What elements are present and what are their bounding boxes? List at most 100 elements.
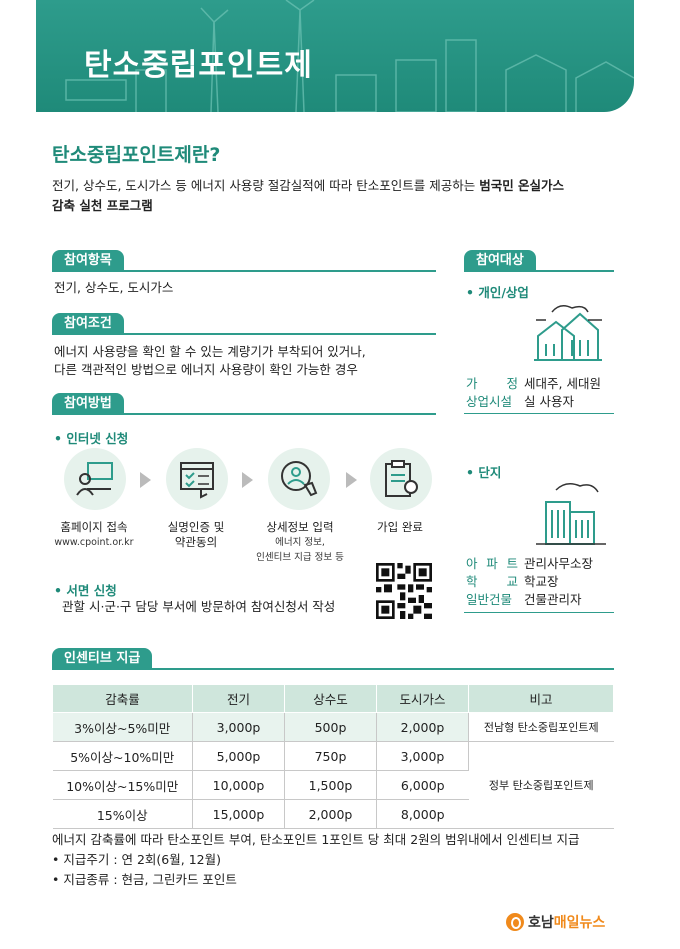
- step-2-circle: [166, 448, 228, 510]
- table-cell: 10%이상~15%미만: [52, 770, 193, 800]
- column-header: 전기: [192, 684, 285, 713]
- conditions-line: 에너지 사용량을 확인 할 수 있는 계량기가 부착되어 있거나,: [54, 344, 366, 359]
- step-sub: 인센티브 지급 정보 등: [256, 552, 344, 563]
- step-title: 상세정보 입력: [266, 520, 334, 534]
- step-4-label: 가입 완료: [354, 520, 446, 535]
- step-title: 홈페이지 접속: [60, 520, 128, 534]
- payment-type: • 지급종류 : 현금, 그린카드 포인트: [52, 872, 237, 887]
- table-cell: 1,500p: [284, 770, 377, 800]
- step-2-label: 실명인증 및 약관동의: [150, 520, 242, 550]
- step-arrow-icon: [140, 472, 151, 488]
- step-3-circle: [268, 448, 330, 510]
- table-cell: 6,000p: [376, 770, 469, 800]
- target-value: 학교장: [524, 574, 559, 589]
- section-items-header: 참여항목: [52, 250, 124, 272]
- target-key: 가 정: [466, 376, 518, 391]
- table-cell: 500p: [284, 712, 377, 742]
- intro-text-bold-2: 감축 실천 프로그램: [52, 198, 153, 213]
- qr-code-icon[interactable]: [376, 563, 432, 619]
- table-row: 10%이상~15%미만 10,000p 1,500p 6,000p: [52, 770, 614, 800]
- clipboard-medal-icon: [385, 460, 418, 497]
- houses-icon: [534, 305, 602, 361]
- user-search-icon: [281, 461, 318, 497]
- individual-table: 가 정 세대주, 세대원 상업시설 실 사용자: [466, 375, 601, 411]
- target-key: 상업시설: [466, 394, 513, 409]
- conditions-text: 에너지 사용량을 확인 할 수 있는 계량기가 부착되어 있거나, 다른 객관적…: [54, 343, 366, 379]
- column-header: 비고: [468, 684, 614, 713]
- intro-title: 탄소중립포인트제란?: [52, 144, 221, 166]
- section-conditions: 참여조건: [52, 313, 436, 335]
- target-value: 관리사무소장: [524, 556, 594, 571]
- header-banner: 탄소중립포인트제: [36, 0, 634, 112]
- column-header: 상수도: [284, 684, 377, 713]
- complex-label: • 단지: [466, 465, 502, 480]
- complex-table: 아 파 트 관리사무소장 학 교 학교장 일반건물 건물관리자: [466, 555, 593, 609]
- step-arrow-icon: [242, 472, 253, 488]
- section-method: 참여방법: [52, 393, 436, 415]
- step-sub: www.cpoint.or.kr: [54, 537, 134, 548]
- target-value: 세대주, 세대원: [524, 376, 601, 391]
- publisher-logo-icon: [506, 913, 524, 931]
- table-row: 5%이상~10%미만 5,000p 750p 3,000p 정부 탄소중립포인트…: [52, 741, 614, 829]
- step-sub: 에너지 정보,: [275, 537, 325, 548]
- table-cell: 3,000p: [192, 712, 285, 742]
- step-sub: 약관동의: [174, 535, 218, 549]
- step-1-label: 홈페이지 접속 www.cpoint.or.kr: [48, 520, 140, 550]
- divider: [464, 612, 614, 613]
- table-cell: 3%이상~5%미만: [52, 712, 193, 742]
- table-note-cell: 전남형 탄소중립포인트제: [468, 712, 614, 742]
- table-note-cell: 정부 탄소중립포인트제: [468, 741, 614, 829]
- target-key: 학 교: [466, 574, 518, 589]
- column-header: 감축률: [52, 684, 193, 713]
- table-row: 15%이상 15,000p 2,000p 8,000p: [52, 799, 614, 829]
- table-cell: 10,000p: [192, 770, 285, 800]
- target-key: 일반건물: [466, 592, 513, 607]
- intro-text: 전기, 상수도, 도시가스 등 에너지 사용량 절감실적에 따라 탄소포인트를 …: [52, 176, 632, 216]
- section-incentive-header: 인센티브 지급: [52, 648, 153, 670]
- table-cell: 750p: [284, 741, 377, 771]
- written-apply-label: • 서면 신청: [54, 583, 117, 598]
- section-incentive: 인센티브 지급: [52, 648, 614, 670]
- table-cell: 5,000p: [192, 741, 285, 771]
- online-apply-label: • 인터넷 신청: [54, 431, 129, 446]
- target-value: 실 사용자: [524, 394, 574, 409]
- individual-label: • 개인/상업: [466, 285, 529, 300]
- target-key: 아 파 트: [466, 556, 518, 571]
- incentive-table: 감축률 전기 상수도 도시가스 비고 3%이상~5%미만 3,000p 500p…: [52, 684, 614, 829]
- intro-text-bold: 범국민 온실가스: [479, 178, 565, 193]
- step-title: 가입 완료: [377, 520, 423, 534]
- table-row: 3%이상~5%미만 3,000p 500p 2,000p 전남형 탄소중립포인트…: [52, 712, 614, 742]
- section-method-header: 참여방법: [52, 393, 124, 415]
- apartment-building-icon: [536, 483, 606, 545]
- step-arrow-icon: [346, 472, 357, 488]
- intro-text-line: 전기, 상수도, 도시가스 등 에너지 사용량 절감실적에 따라 탄소포인트를 …: [52, 178, 480, 193]
- table-cell: 15%이상: [52, 799, 193, 829]
- items-text: 전기, 상수도, 도시가스: [54, 280, 174, 295]
- logo-text-accent: 매일뉴스: [553, 915, 606, 931]
- table-cell: 3,000p: [376, 741, 469, 771]
- section-items: 참여항목: [52, 250, 436, 272]
- table-cell: 2,000p: [376, 712, 469, 742]
- incentive-note: 에너지 감축률에 따라 탄소포인트 부여, 탄소포인트 1포인트 당 최대 2원…: [52, 832, 580, 847]
- target-value: 건물관리자: [524, 592, 582, 607]
- form-check-icon: [180, 462, 214, 499]
- payment-cycle: • 지급주기 : 연 2회(6월, 12월): [52, 852, 221, 867]
- step-title: 실명인증 및: [167, 520, 225, 534]
- divider: [464, 413, 614, 414]
- page-title: 탄소중립포인트제: [84, 48, 313, 83]
- table-cell: 5%이상~10%미만: [52, 741, 193, 771]
- step-4-circle: [370, 448, 432, 510]
- conditions-line: 다른 객관적인 방법으로 에너지 사용량이 확인 가능한 경우: [54, 362, 358, 377]
- table-cell: 15,000p: [192, 799, 285, 829]
- section-target-header: 참여대상: [464, 250, 536, 272]
- city-skyline-illustration: [65, 0, 634, 112]
- written-apply-text: 관할 시·군·구 담당 부서에 방문하여 참여신청서 작성: [62, 599, 336, 614]
- table-cell: 8,000p: [376, 799, 469, 829]
- table-cell: 2,000p: [284, 799, 377, 829]
- column-header: 도시가스: [376, 684, 469, 713]
- publisher-logo: 호남 매일뉴스: [506, 912, 605, 932]
- step-1-circle: [64, 448, 126, 510]
- step-3-label: 상세정보 입력 에너지 정보, 인센티브 지급 정보 등: [248, 520, 352, 565]
- section-conditions-header: 참여조건: [52, 313, 124, 335]
- computer-user-icon: [76, 462, 113, 496]
